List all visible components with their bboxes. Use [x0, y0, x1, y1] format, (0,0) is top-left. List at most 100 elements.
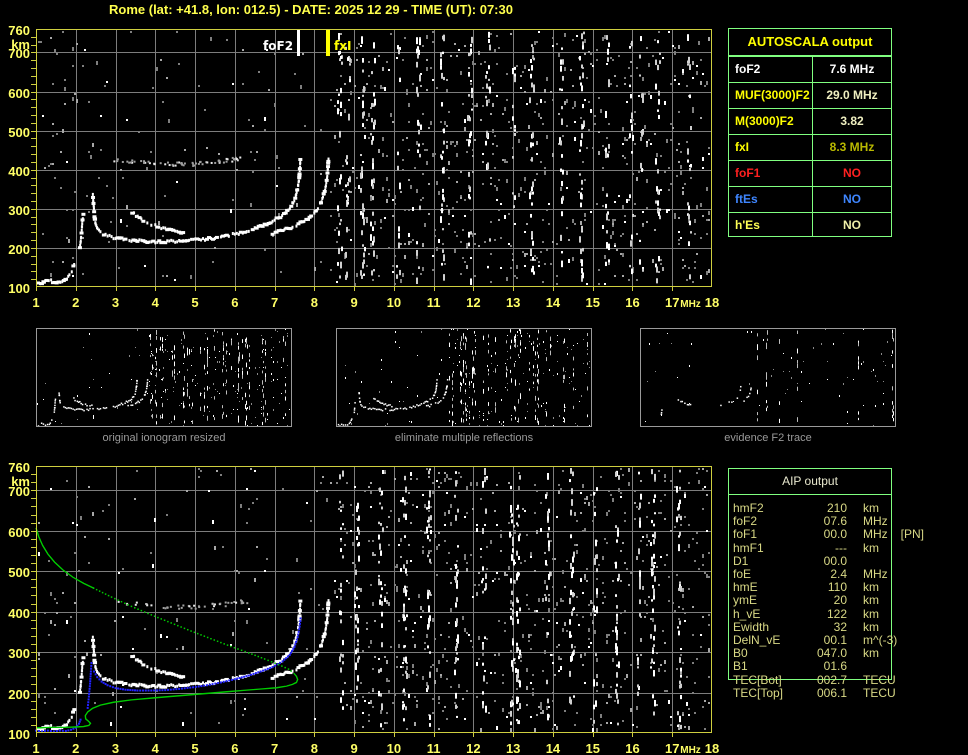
aip-row-label: hmF1 [733, 541, 764, 555]
axis-tick-label: 11 [426, 295, 441, 310]
aip-row-unit: km [863, 580, 879, 594]
aip-row-value: 210 [826, 501, 847, 515]
aip-row: ymE 20 km [733, 594, 879, 607]
aip-row-value: 00.0 [823, 527, 847, 541]
autoscala-row-value: NO [843, 218, 861, 232]
thumbnail-caption-original: original ionogram resized [102, 432, 226, 444]
aip-row-unit: km [863, 646, 879, 660]
aip-row-unit: km [863, 607, 879, 621]
aip-row-label: foE [733, 567, 752, 581]
autoscala-row-value: 8.3 MHz [829, 140, 875, 154]
aip-row-label: ymE [733, 593, 757, 607]
aip-row: D1 00.0 [733, 555, 847, 568]
axis-tick-label: 760 [8, 23, 30, 38]
axis-tick-label: 11 [426, 741, 441, 755]
aip-row: DelN_vE 00.1 m^(-3) [733, 634, 897, 647]
aip-row-unit: km [863, 593, 879, 607]
aip-row: h_vE 122 km [733, 608, 879, 621]
axis-tick-label: 3 [111, 741, 120, 755]
axis-tick-label: 12 [466, 295, 481, 310]
axis-tick-label: 17 [665, 741, 680, 755]
autoscala-row-value: 3.82 [840, 114, 864, 128]
autoscala-output-table: AUTOSCALA output foF2 7.6 MHz MUF(3000)F2 2… [728, 28, 892, 237]
aip-row-label: hmE [733, 580, 758, 594]
autoscala-row-value: 7.6 MHz [829, 62, 875, 76]
aip-row-unit: m^(-3) [863, 633, 898, 647]
axis-tick-label: MHz [680, 299, 701, 310]
axis-tick-label: 8 [310, 741, 318, 755]
axis-tick-label: 15 [585, 295, 600, 310]
axis-tick-label: 500 [8, 565, 30, 581]
aip-row-label: h_vE [733, 607, 761, 621]
autoscala-row-label: ftEs [735, 192, 758, 206]
autoscala-row-value: 29.0 MHz [826, 88, 878, 102]
autoscala-row: fxI 8.3 MHz [729, 134, 891, 160]
station-date-title: Rome (lat: +41.8, lon: 012.5) - DATE: 20… [109, 2, 513, 17]
aip-row: B1 01.6 [733, 660, 847, 673]
axis-tick-label: 17 [665, 295, 680, 310]
axis-tick-label: km [11, 474, 30, 489]
axis-tick-label: 700 [8, 484, 30, 500]
autoscala-row-label: h'Es [735, 218, 760, 232]
top-ionogram-canvas [30, 29, 712, 293]
axis-tick-label: 2 [72, 295, 80, 310]
thumbnail-caption-evidence: evidence F2 trace [724, 432, 812, 444]
autoscala-row-label: foF1 [735, 166, 761, 180]
aip-row-label: DelN_vE [733, 633, 781, 647]
aip-row-value: 122 [826, 607, 847, 621]
aip-row-unit: km [863, 541, 879, 555]
aip-row-unit: MHz [863, 567, 888, 581]
axis-tick-label: 2 [72, 741, 80, 755]
aip-row: foF1 00.0 MHz [PN] [733, 528, 924, 541]
axis-tick-label: 16 [625, 741, 640, 755]
aip-row-label: foF2 [733, 514, 758, 528]
aip-row-value: 006.1 [816, 686, 847, 700]
aip-row-label: hmF2 [733, 501, 764, 515]
aip-row-unit: km [863, 620, 879, 634]
thumbnail-caption-eliminate: eliminate multiple reflections [394, 432, 534, 444]
axis-tick-label: 16 [625, 295, 640, 310]
aip-row-value: 01.6 [823, 659, 847, 673]
axis-tick-label: 6 [231, 295, 239, 310]
axis-tick-label: 400 [8, 163, 30, 179]
axis-tick-label: 8 [310, 295, 318, 310]
axis-tick-label: 14 [545, 295, 561, 310]
aip-row: hmF1 --- km [733, 542, 879, 555]
thumbnail-eliminate-canvas [337, 329, 591, 426]
axis-tick-label: 7 [270, 295, 279, 310]
axis-tick-label: 1 [32, 741, 40, 755]
autoscala-row: foF1 NO [729, 160, 891, 186]
autoscala-row: ftEs NO [729, 186, 891, 212]
thumbnail-eliminate-reflections [336, 328, 592, 427]
aip-row-unit: MHz [863, 514, 888, 528]
aip-row-value: 00.0 [823, 554, 847, 568]
aip-row-value: 20 [833, 593, 847, 607]
axis-tick-label: 3 [111, 295, 120, 310]
aip-output-box: AIP output [728, 468, 892, 680]
bottom-ionogram-canvas [30, 466, 712, 739]
axis-tick-label: 14 [545, 741, 561, 755]
aip-row-value: 00.1 [823, 633, 847, 647]
axis-tick-label: 600 [8, 85, 30, 101]
aip-row-value: 047.0 [816, 646, 847, 660]
axis-tick-label: 15 [585, 741, 600, 755]
axis-tick-label: 13 [505, 741, 521, 755]
aip-row: hmE 110 km [733, 581, 879, 594]
aip-row-value: --- [835, 541, 847, 555]
axis-tick-label: 200 [8, 686, 30, 702]
axis-tick-label: 10 [386, 295, 402, 310]
aip-row-label: D1 [733, 554, 749, 568]
autoscala-row-value: NO [843, 166, 861, 180]
autoscala-row-label: MUF(3000)F2 [735, 88, 810, 102]
axis-tick-label: 300 [8, 646, 30, 662]
aip-row-label: TEC[Top] [733, 686, 784, 700]
aip-row-label: foF1 [733, 527, 758, 541]
axis-tick-label: 300 [8, 202, 30, 218]
aip-row-label: B0 [733, 646, 748, 660]
aip-row: foE 2.4 MHz [733, 568, 888, 581]
axis-tick-label: 18 [704, 741, 720, 755]
thumbnail-original-ionogram [36, 328, 292, 427]
aip-row-unit: TECU [863, 686, 896, 700]
autoscala-row: M(3000)F2 3.82 [729, 108, 891, 134]
